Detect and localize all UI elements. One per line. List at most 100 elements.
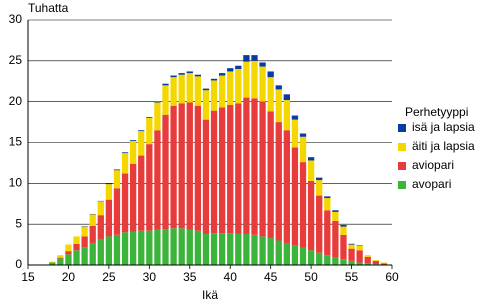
bar-segment — [89, 225, 96, 243]
bar-segment — [316, 195, 323, 253]
bar-segment — [235, 69, 242, 104]
bar-segment — [81, 236, 88, 248]
bar-segment — [243, 97, 250, 234]
bar-segment — [49, 261, 56, 263]
bar-segment — [348, 248, 355, 261]
bar-segment — [97, 201, 104, 216]
bar-segment — [316, 177, 323, 181]
bar-segment — [348, 243, 355, 245]
bar-segment — [65, 254, 72, 265]
bar-segment — [65, 251, 72, 255]
bar-segment — [73, 236, 80, 244]
bar-segment — [81, 226, 88, 237]
bar-segment — [324, 196, 331, 199]
bar-segment — [121, 173, 129, 233]
bar-segment — [267, 111, 274, 239]
bar-segment — [218, 233, 226, 265]
bar-segment — [307, 180, 315, 251]
x-tick-label: 50 — [304, 270, 318, 284]
bar-segment — [186, 229, 193, 265]
bar-segment — [202, 119, 210, 234]
bar-segment — [162, 85, 169, 115]
legend-label: isä ja lapsia — [412, 120, 475, 134]
y-tick-label: 25 — [9, 53, 23, 67]
bar-segment — [299, 133, 307, 137]
bar-segment — [130, 163, 137, 232]
bar-segment — [267, 238, 274, 265]
bar-segment — [307, 157, 315, 161]
bar-segment — [162, 229, 169, 265]
x-tick-label: 55 — [345, 270, 359, 284]
bar-segment — [170, 75, 177, 78]
bar-segment — [324, 198, 331, 211]
bar-segment — [186, 102, 193, 230]
bar-segment — [210, 80, 218, 111]
bar-segment — [202, 90, 210, 120]
y-tick-label: 15 — [9, 135, 23, 149]
bar-segment — [340, 234, 347, 260]
bar-segment — [154, 101, 161, 103]
bar-segment — [146, 230, 153, 265]
bar-segment — [307, 160, 315, 181]
bar-segment — [291, 245, 299, 265]
legend-swatch — [398, 162, 406, 170]
bar-segment — [138, 230, 145, 265]
bar-segment — [81, 247, 88, 265]
bar-segment — [259, 62, 266, 67]
bar-segment — [130, 231, 137, 265]
x-tick-label: 20 — [62, 270, 76, 284]
bar-segment — [105, 236, 113, 265]
bar-segment — [380, 262, 388, 264]
bar-segment — [170, 77, 177, 106]
bar-segment — [243, 61, 250, 98]
y-tick-label: 30 — [9, 12, 23, 26]
x-tick-label: 35 — [183, 270, 197, 284]
bar-segment — [275, 89, 282, 123]
bar-segment — [267, 77, 274, 112]
bar-segment — [324, 255, 331, 265]
bar-segment — [218, 75, 226, 108]
bar-segment — [170, 228, 177, 265]
bar-segment — [251, 60, 258, 99]
bar-segment — [348, 260, 355, 265]
bar-segment — [178, 74, 185, 104]
bar-segment — [202, 233, 210, 265]
bar-segment — [202, 88, 210, 91]
bar-segment — [138, 155, 145, 231]
bar-segment — [372, 260, 379, 265]
bar-segment — [146, 117, 153, 118]
bar-segment — [178, 228, 185, 265]
bar-segment — [299, 247, 307, 265]
bar-segment — [283, 242, 290, 265]
bar-segment — [89, 214, 96, 226]
x-tick-label: 60 — [385, 270, 399, 284]
bar-segment — [243, 233, 250, 265]
bar-segment — [283, 94, 290, 101]
bar-segment — [121, 153, 129, 174]
bar-segment — [340, 259, 347, 265]
y-tick-label: 20 — [9, 94, 23, 108]
bar-segment — [356, 262, 363, 265]
bar-segment — [218, 107, 226, 234]
bar-segment — [97, 215, 104, 240]
bar-segment — [57, 257, 64, 259]
x-tick-label: 45 — [264, 270, 278, 284]
y-tick-label: 10 — [9, 176, 23, 190]
bar-segment — [65, 244, 72, 252]
bar-segment — [372, 260, 379, 261]
legend-label: aviopari — [412, 158, 454, 172]
bar-segment — [299, 136, 307, 163]
bar-segment — [146, 118, 153, 145]
bar-segment — [275, 240, 282, 265]
legend-label: äiti ja lapsia — [412, 139, 475, 153]
bar-segment — [380, 263, 388, 265]
bar-segment — [218, 73, 226, 76]
bar-segment — [340, 224, 347, 227]
legend-title: Perhetyyppi — [405, 105, 468, 119]
bar-segment — [251, 98, 258, 235]
bar-segment — [186, 73, 193, 103]
bar-segment — [291, 147, 299, 246]
bar-segment — [138, 130, 145, 132]
bar-segment — [340, 226, 347, 235]
legend-label: avopari — [412, 177, 451, 191]
